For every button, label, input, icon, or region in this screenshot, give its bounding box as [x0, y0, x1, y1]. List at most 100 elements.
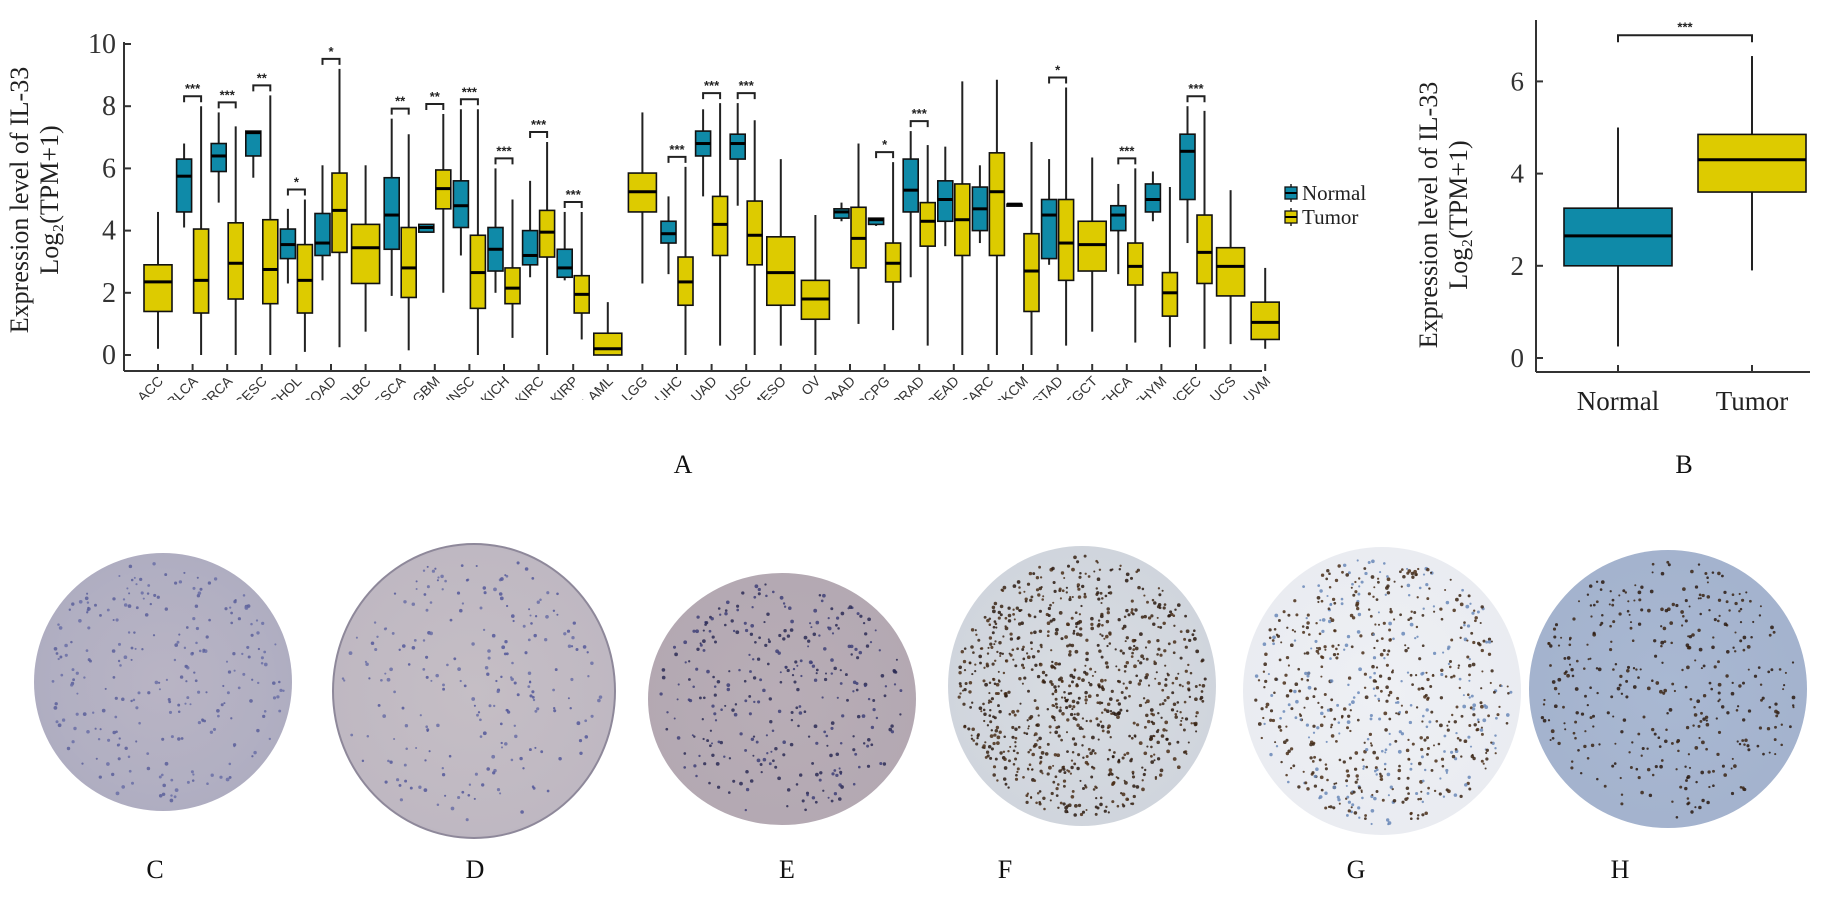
box-iqr: [521, 229, 539, 266]
significance-label: ***: [1188, 81, 1204, 96]
tissue-core-f: [948, 546, 1216, 826]
box-iqr: [1127, 242, 1144, 286]
box-iqr: [175, 158, 193, 213]
x-tick-label: LAML: [579, 373, 616, 400]
box-iqr: [592, 332, 623, 356]
box-iqr: [314, 212, 331, 257]
box-iqr: [1057, 198, 1075, 282]
box-tumor-UCS: [1215, 190, 1246, 345]
panel-label-h: H: [1610, 855, 1630, 884]
x-tick-label: COAD: [299, 373, 339, 400]
box-normal-SARC: [971, 165, 989, 244]
significance-bracket: [252, 84, 272, 92]
box-normal-KICH: [487, 168, 504, 293]
x-tick-label: DLBC: [336, 373, 374, 400]
significance-bracket: [390, 107, 410, 115]
significance-bracket: [494, 157, 514, 165]
x-tick-label: CESC: [231, 373, 270, 400]
significance-label: **: [430, 89, 441, 104]
panel-label-c: C: [146, 855, 164, 884]
significance-label: ***: [669, 142, 685, 157]
box-iqr: [296, 243, 314, 314]
box-iqr: [711, 195, 729, 257]
significance-bracket: [529, 130, 549, 138]
box-tumor-SARC: [988, 79, 1006, 355]
box-iqr: [1250, 301, 1280, 341]
significance-label: *: [1055, 63, 1061, 78]
box-iqr: [143, 264, 173, 313]
x-tick-label: ACC: [134, 373, 166, 400]
box-normal-PAAD: [833, 202, 850, 222]
box-tumor-THCA: [1127, 168, 1144, 343]
y-tick-label: 2: [102, 278, 116, 309]
x-tick-label: TGCT: [1062, 372, 1101, 400]
box-tumor-KIRP: [573, 211, 591, 340]
y-axis-title-line2: Log₂(TPM+1): [1444, 140, 1473, 289]
box-tumor-STAD: [1057, 87, 1075, 346]
y-tick-label: 8: [102, 91, 116, 122]
box-normal-BLCA: [175, 143, 193, 228]
box-iqr: [556, 248, 574, 279]
box-iqr: [1215, 246, 1246, 297]
panel-label-e: E: [779, 855, 795, 884]
significance-label: *: [328, 44, 334, 59]
box-iqr: [867, 217, 885, 226]
box-iqr: [746, 200, 764, 266]
x-tick-label: UCEC: [1165, 373, 1204, 400]
box-tumor-LUAD: [711, 103, 729, 346]
box-tumor-LGG: [627, 112, 658, 284]
box-normal-CHOL: [279, 208, 297, 284]
y-tick-label: 0: [102, 340, 116, 371]
box-tumor-TGCT: [1077, 157, 1107, 332]
significance-bracket: [875, 151, 895, 159]
y-axis: 0 2 4 6: [1511, 20, 1543, 373]
significance-label: *: [882, 137, 888, 152]
significance-label: ***: [496, 143, 512, 158]
tissue-core-e: [648, 573, 916, 825]
x-tick-label: KIRP: [547, 373, 581, 400]
box-tumor-OV: [800, 215, 831, 355]
y-tick-label: 6: [1511, 66, 1525, 96]
significance-label: ***: [185, 81, 201, 96]
box-iqr: [538, 209, 556, 258]
significance-label: ***: [704, 78, 720, 93]
tissue-core-d: [332, 543, 616, 839]
box-normal-ESCA: [383, 118, 401, 296]
x-tick-label: KIRC: [512, 373, 547, 400]
box-normal-UCEC: [1179, 106, 1196, 244]
box-tumor-HNSC: [469, 109, 487, 355]
box-tumor-COAD: [331, 68, 348, 348]
significance-bracket: [736, 92, 756, 100]
y-tick-label: 0: [1511, 343, 1525, 373]
significance-bracket: [217, 101, 237, 109]
x-tick-label: PRAD: [888, 373, 927, 400]
y-axis-title-line2: Log₂(TPM+1): [35, 125, 64, 274]
significance-bracket: [286, 188, 306, 196]
box-iqr: [729, 133, 747, 160]
box-iqr: [660, 220, 677, 244]
box-iqr: [765, 236, 796, 307]
box-iqr: [1161, 271, 1179, 317]
box-normal-READ: [936, 146, 954, 247]
panel-label-a: A: [673, 450, 693, 479]
box-normal-LUAD: [694, 109, 712, 197]
x-tick-label: STAD: [1029, 373, 1066, 400]
x-tick-label: LUSC: [717, 373, 755, 400]
significance-label: ***: [462, 84, 478, 99]
box-iqr: [1077, 220, 1107, 272]
chart-b: 0 2 4 6 *** Normal Tumor Expression level of…: [1414, 19, 1810, 416]
box-series: *** ********* ** ****************** ********…: [143, 44, 1280, 356]
x-tick-label: SKCM: [991, 373, 1031, 400]
box-iqr: [245, 130, 262, 157]
box-normal: [1563, 127, 1673, 347]
box-tumor-READ: [953, 81, 971, 355]
box-tumor-PCPG: [884, 162, 902, 331]
significance-label: ***: [1119, 143, 1135, 158]
y-tick-label: 6: [102, 153, 116, 184]
significance-bracket: [702, 92, 722, 100]
box-normal-STAD: [1040, 159, 1058, 265]
box-iqr: [1144, 183, 1162, 213]
significance-label: ***: [566, 187, 582, 202]
